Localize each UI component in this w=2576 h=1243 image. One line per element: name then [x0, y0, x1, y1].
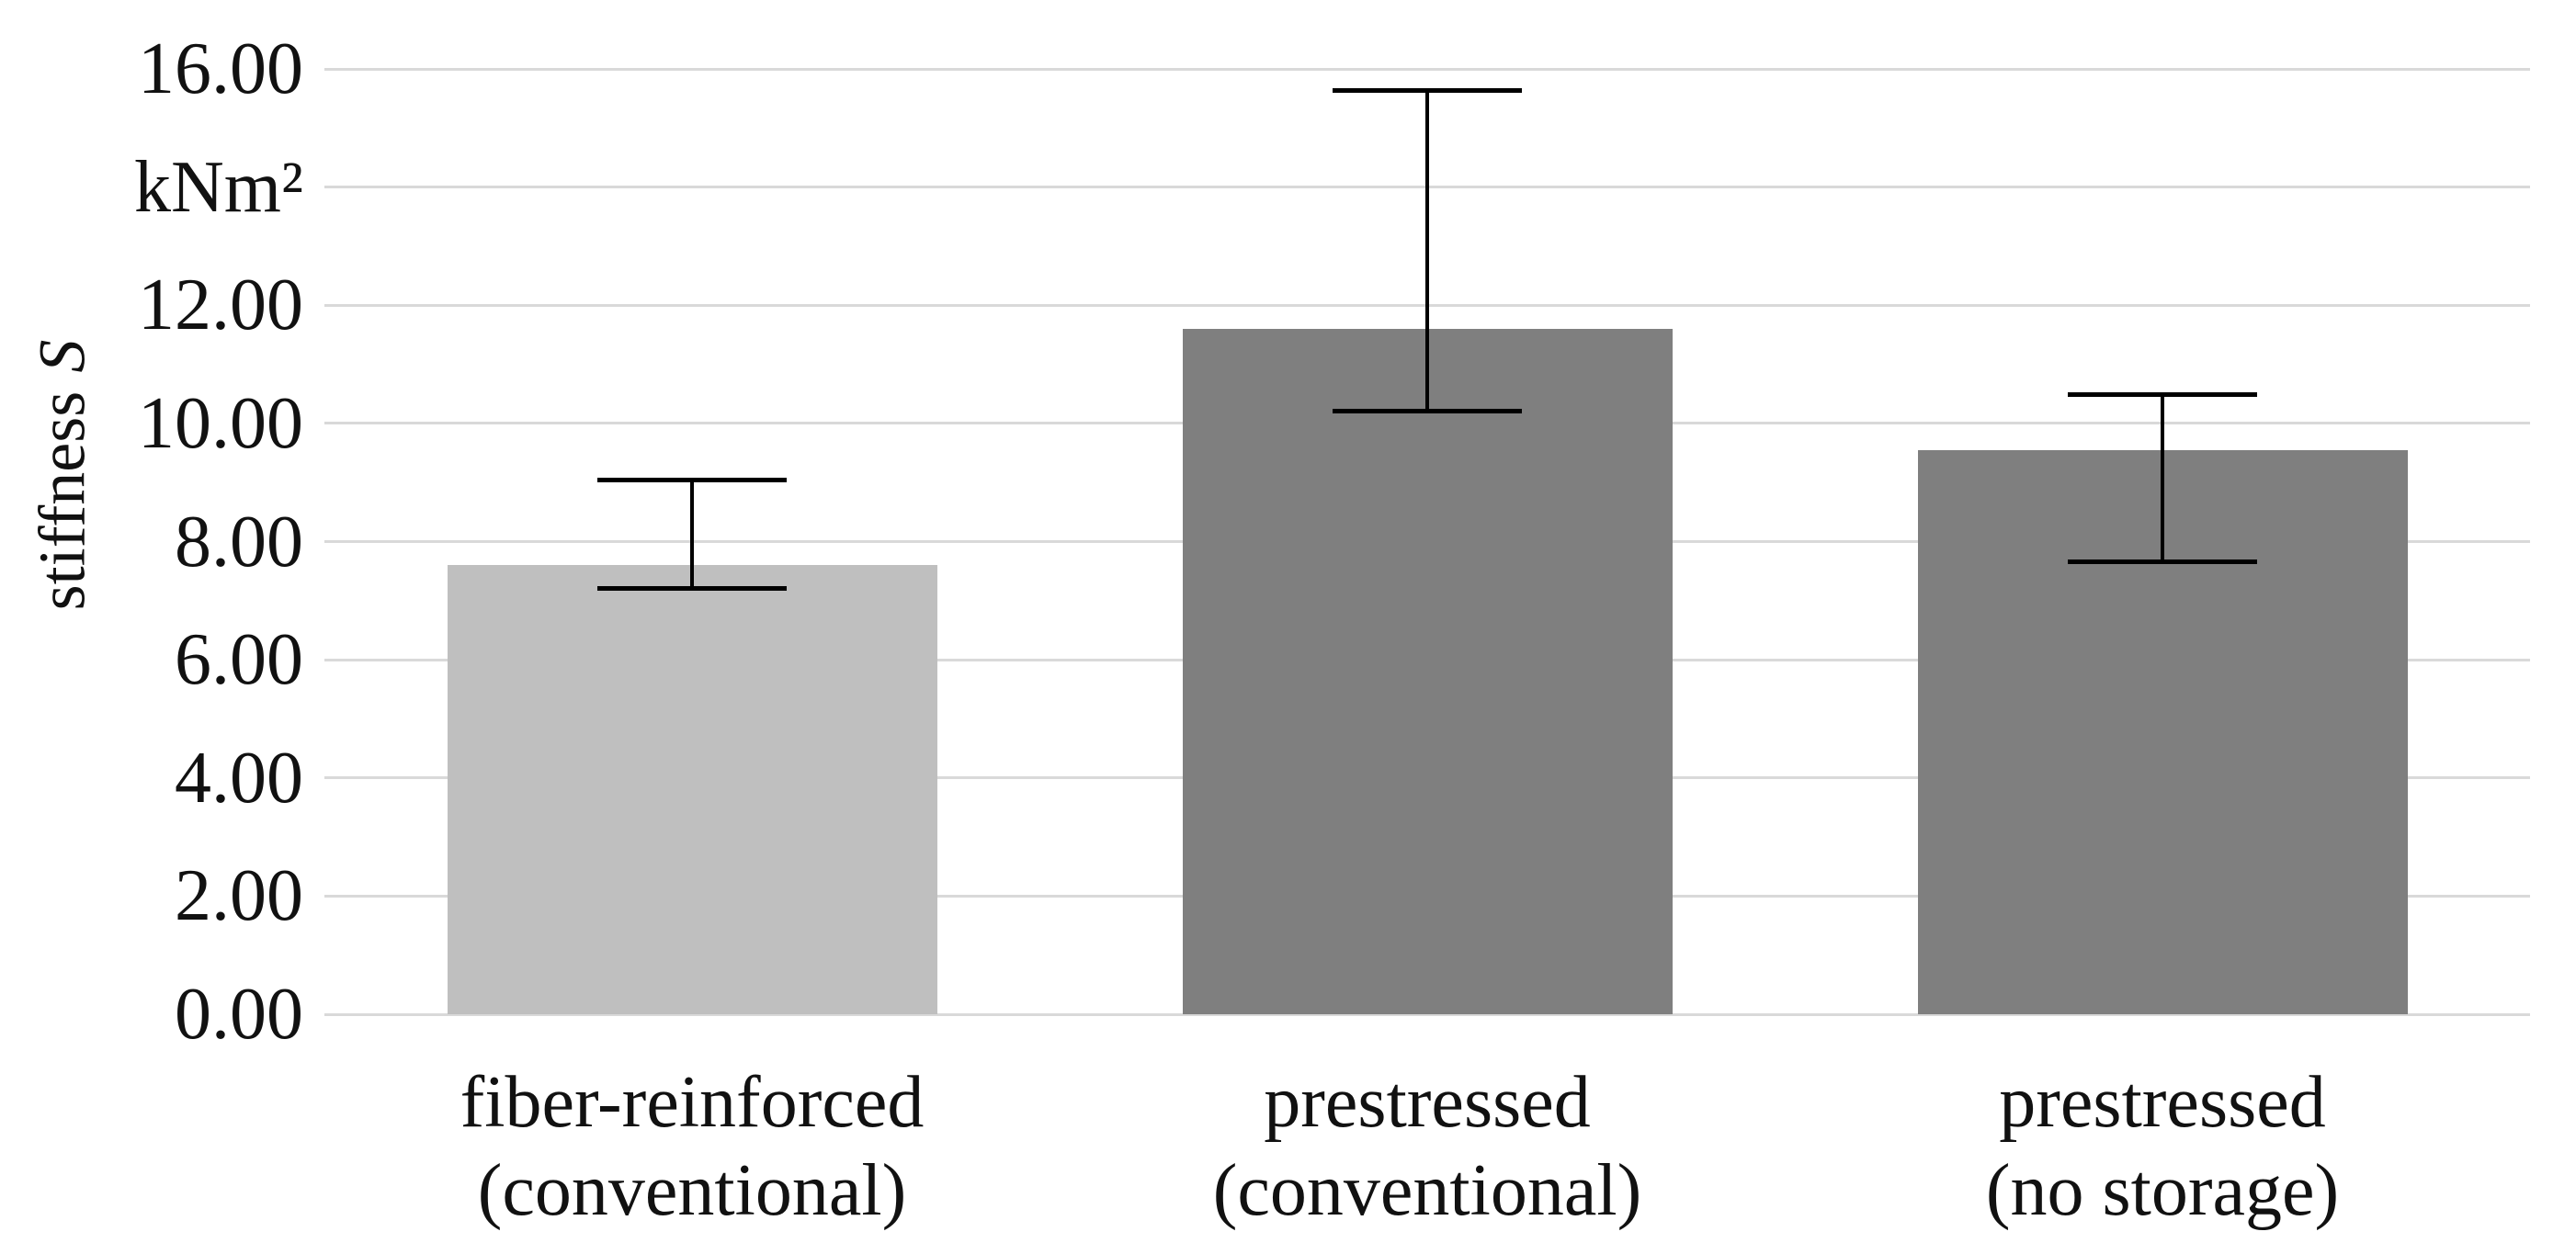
x-category-label: prestressed (conventional)	[1060, 1058, 1795, 1235]
x-category-label-line: (conventional)	[1212, 1150, 1642, 1231]
error-bar-bottom-cap	[597, 585, 787, 591]
gridline	[324, 1012, 2530, 1016]
y-tick-label: 16.00	[138, 28, 303, 109]
y-tick-label: 6.00	[175, 619, 303, 701]
x-category-label-line: (conventional)	[477, 1150, 907, 1231]
error-bar-top-cap	[2068, 391, 2257, 397]
error-bar-line	[2161, 393, 2164, 562]
x-category-label-line: fiber-reinforced	[460, 1062, 925, 1143]
y-tick-label: 8.00	[175, 501, 303, 582]
y-tick-label: 10.00	[138, 382, 303, 464]
error-bar-bottom-cap	[1333, 409, 1522, 413]
error-bar-bottom-cap	[2068, 559, 2257, 564]
error-bar-top-cap	[1333, 87, 1522, 93]
y-tick-label: 4.00	[175, 737, 303, 819]
y-tick-label: 12.00	[138, 265, 303, 346]
y-tick-label: 2.00	[175, 855, 303, 937]
gridline	[324, 67, 2530, 71]
error-bar-top-cap	[597, 477, 787, 482]
x-category-label-line: prestressed	[1264, 1062, 1591, 1143]
error-bar-line	[1425, 89, 1429, 412]
x-category-label-line: prestressed	[1999, 1062, 2326, 1143]
error-bar-line	[690, 479, 694, 589]
bar	[447, 565, 937, 1014]
y-tick-label: kNm²	[134, 146, 303, 228]
x-category-label-line: (no storage)	[1985, 1150, 2340, 1231]
x-category-label: fiber-reinforced (conventional)	[324, 1058, 1060, 1235]
y-tick-label: 0.00	[175, 974, 303, 1055]
x-category-label: prestressed (no storage)	[1795, 1058, 2530, 1235]
bar	[1182, 328, 1673, 1014]
